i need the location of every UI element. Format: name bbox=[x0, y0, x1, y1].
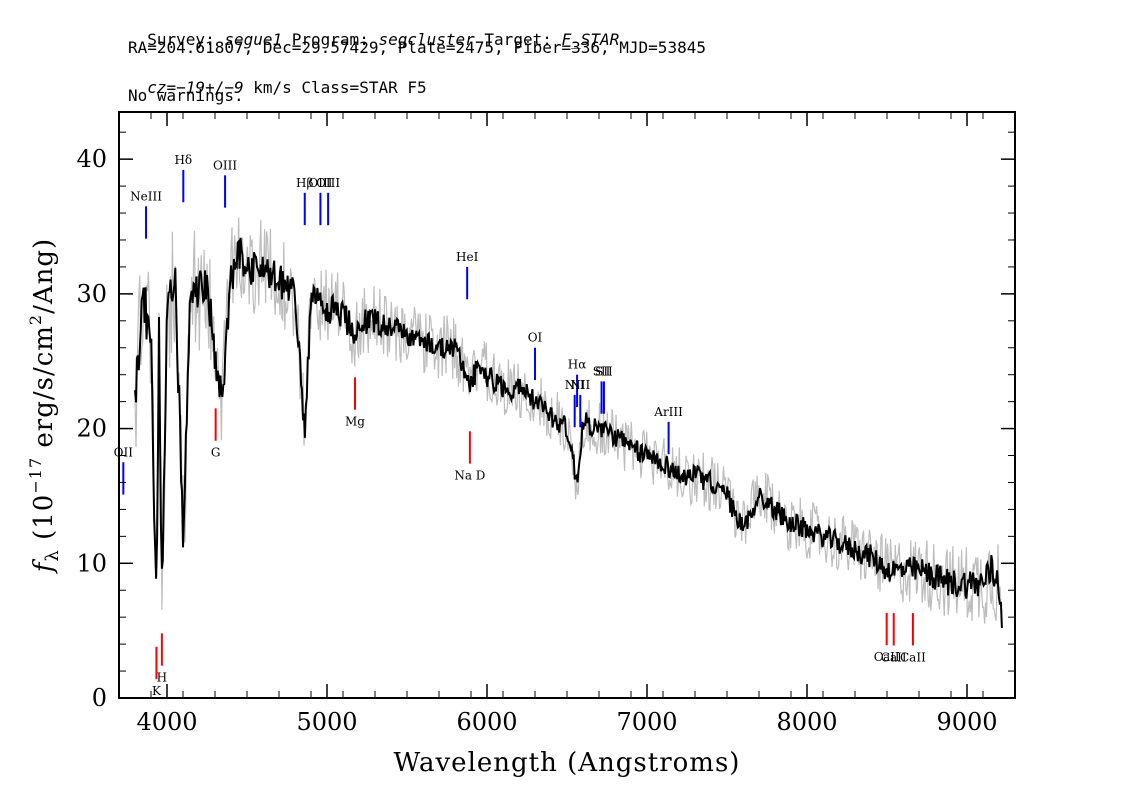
emission-line-label: HeI bbox=[456, 250, 479, 264]
x-tick-label: 7000 bbox=[616, 708, 677, 736]
header-line-2: RA=204.61807, Dec=29.57429, Plate=2475, … bbox=[128, 38, 706, 57]
survey-label: Survey: bbox=[147, 30, 225, 49]
target-value: F_STAR bbox=[561, 30, 620, 49]
emission-line-label: Hα bbox=[568, 358, 587, 372]
emission-line-label: NeIII bbox=[130, 189, 162, 203]
emission-line-label: OIII bbox=[316, 176, 340, 190]
y-tick-label: 20 bbox=[76, 415, 107, 443]
header-line-3: cz=−19+/−9 km/s Class=STAR F5 bbox=[128, 64, 427, 97]
absorption-line-label: K bbox=[152, 684, 162, 698]
y-tick-label: 40 bbox=[76, 145, 107, 173]
x-tick-label: 4000 bbox=[136, 708, 197, 736]
target-label: Target: bbox=[474, 30, 562, 49]
absorption-line-label: Mg bbox=[345, 415, 365, 429]
absorption-line-label: CaII bbox=[881, 650, 907, 664]
absorption-line-label: Na D bbox=[454, 469, 485, 483]
emission-line-label: Hβ bbox=[296, 176, 313, 190]
emission-line-label: SII bbox=[595, 364, 613, 378]
absorption-line-label: H bbox=[157, 671, 167, 685]
emission-line-label: NII bbox=[570, 378, 590, 392]
y-axis-title: fλ (10−17 erg/s/cm2/Ang) bbox=[26, 238, 63, 574]
survey-value: segue1 bbox=[224, 30, 283, 49]
y-tick-label: 30 bbox=[76, 280, 107, 308]
emission-line-label: ArIII bbox=[653, 405, 683, 419]
header-line-4: No warnings. bbox=[128, 86, 244, 105]
x-axis-title: Wavelength (Angstroms) bbox=[394, 748, 741, 778]
plot-frame bbox=[118, 111, 1016, 699]
absorption-line-label: G bbox=[211, 446, 221, 460]
absorption-line-label: CaII bbox=[900, 650, 926, 664]
emission-line-label: SII bbox=[593, 364, 611, 378]
emission-line-label: OII bbox=[114, 445, 134, 459]
absorption-line-label: CaII bbox=[874, 650, 900, 664]
x-tick-label: 9000 bbox=[936, 708, 997, 736]
y-tick-label: 0 bbox=[92, 684, 107, 712]
error-series-line bbox=[134, 217, 1003, 624]
emission-line-label: OIII bbox=[308, 176, 332, 190]
flux-series-line bbox=[134, 237, 1003, 629]
x-tick-label: 5000 bbox=[296, 708, 357, 736]
emission-line-label: OIII bbox=[213, 158, 237, 172]
program-label: Program: bbox=[282, 30, 379, 49]
y-tick-label: 10 bbox=[76, 549, 107, 577]
emission-line-label: NII bbox=[565, 378, 585, 392]
cz-value: cz=−19+/−9 bbox=[147, 78, 244, 97]
emission-line-label: Hδ bbox=[174, 153, 192, 167]
program-value: segcluster bbox=[378, 30, 475, 49]
header-line-1: Survey: segue1 Program: segcluster Targe… bbox=[128, 16, 619, 48]
emission-line-label: OI bbox=[528, 331, 543, 345]
x-tick-label: 6000 bbox=[456, 708, 517, 736]
class-text: km/s Class=STAR F5 bbox=[243, 78, 427, 97]
x-tick-label: 8000 bbox=[776, 708, 837, 736]
